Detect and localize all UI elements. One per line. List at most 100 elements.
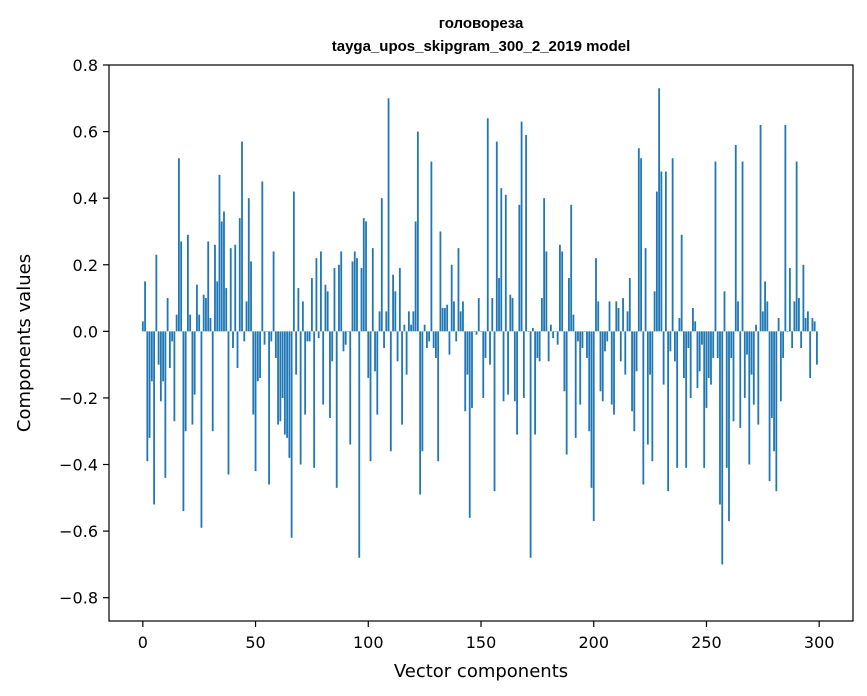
bar-221 <box>640 158 642 332</box>
bar-180 <box>547 331 550 362</box>
chart-title: головореза <box>439 15 524 32</box>
bar-274 <box>759 124 762 332</box>
bar-190 <box>570 204 573 332</box>
bar-80 <box>322 331 325 405</box>
bar-36 <box>223 211 225 332</box>
bar-166 <box>516 331 518 435</box>
bar-251 <box>707 331 710 378</box>
bar-214 <box>624 331 627 375</box>
bar-121 <box>414 221 417 332</box>
bar-215 <box>626 311 629 332</box>
bar-75 <box>311 278 313 332</box>
bar-150 <box>480 331 482 332</box>
y-tick-label-1: −0.6 <box>59 522 98 541</box>
bar-158 <box>498 278 500 332</box>
bar-24 <box>196 284 198 332</box>
bar-116 <box>403 324 406 332</box>
bar-193 <box>577 331 579 342</box>
bar-235 <box>671 158 674 332</box>
bar-145 <box>468 331 471 518</box>
bar-277 <box>766 301 769 332</box>
bar-173 <box>531 328 534 332</box>
bar-142 <box>462 301 464 332</box>
bar-134 <box>444 308 446 332</box>
bar-208 <box>610 331 613 405</box>
bar-102 <box>371 248 374 332</box>
bar-112 <box>394 291 397 332</box>
bar-212 <box>619 331 622 362</box>
y-tick-label-8: 0.8 <box>73 56 98 75</box>
bar-292 <box>800 331 803 348</box>
bar-5 <box>153 331 155 505</box>
bar-295 <box>807 311 809 332</box>
x-tick-label-2: 100 <box>353 633 384 652</box>
bar-30 <box>209 318 212 332</box>
bar-155 <box>491 298 494 332</box>
bar-109 <box>387 98 390 332</box>
bar-267 <box>743 331 746 398</box>
bar-258 <box>723 291 726 332</box>
y-tick-label-6: 0.4 <box>73 189 98 208</box>
bar-107 <box>383 331 385 348</box>
bar-149 <box>477 298 480 332</box>
bar-95 <box>356 258 358 332</box>
bar-175 <box>536 331 539 358</box>
bar-280 <box>773 331 775 452</box>
y-tick-label-0: −0.8 <box>59 589 98 608</box>
bar-195 <box>581 331 584 348</box>
y-tick-label-2: −0.4 <box>59 456 98 475</box>
bar-297 <box>811 318 814 332</box>
bar-209 <box>613 331 615 415</box>
bar-137 <box>450 264 453 332</box>
bar-79 <box>320 251 322 332</box>
bar-187 <box>563 331 566 392</box>
bar-130 <box>435 331 437 358</box>
bar-273 <box>757 331 760 425</box>
y-tick-label-3: −0.2 <box>59 389 98 408</box>
bar-169 <box>522 331 525 398</box>
bar-289 <box>793 301 796 332</box>
bar-299 <box>816 331 818 365</box>
bar-97 <box>360 268 363 332</box>
bar-170 <box>525 134 527 332</box>
bar-223 <box>644 248 647 332</box>
bar-182 <box>552 331 555 339</box>
bar-233 <box>667 331 670 492</box>
bar-165 <box>513 331 516 402</box>
bar-281 <box>775 331 778 492</box>
bar-207 <box>608 301 611 332</box>
bar-204 <box>601 331 604 402</box>
x-tick-label-6: 300 <box>804 633 835 652</box>
bar-171 <box>527 331 530 332</box>
bar-146 <box>471 331 473 408</box>
bar-144 <box>466 331 469 375</box>
bar-205 <box>604 331 606 352</box>
bar-1 <box>144 281 146 332</box>
bar-263 <box>734 144 737 332</box>
bar-270 <box>750 331 753 375</box>
bar-51 <box>256 331 259 382</box>
bar-200 <box>592 331 595 522</box>
bar-12 <box>168 331 171 368</box>
bar-122 <box>416 131 419 332</box>
bar-10 <box>164 331 167 478</box>
bar-52 <box>259 331 261 378</box>
bar-153 <box>486 118 489 332</box>
bar-46 <box>245 301 248 332</box>
bar-148 <box>475 331 478 335</box>
bar-9 <box>162 331 165 382</box>
bar-120 <box>412 311 415 332</box>
bar-264 <box>737 301 739 332</box>
bar-203 <box>599 331 602 392</box>
bar-234 <box>669 331 672 352</box>
bar-257 <box>721 331 724 565</box>
bar-189 <box>568 278 570 332</box>
bar-71 <box>301 301 304 332</box>
bar-42 <box>236 331 239 368</box>
bar-76 <box>313 331 316 468</box>
bar-156 <box>493 331 496 492</box>
bar-291 <box>797 298 800 332</box>
bar-211 <box>617 308 620 332</box>
bar-8 <box>159 331 162 402</box>
bar-48 <box>250 261 252 332</box>
